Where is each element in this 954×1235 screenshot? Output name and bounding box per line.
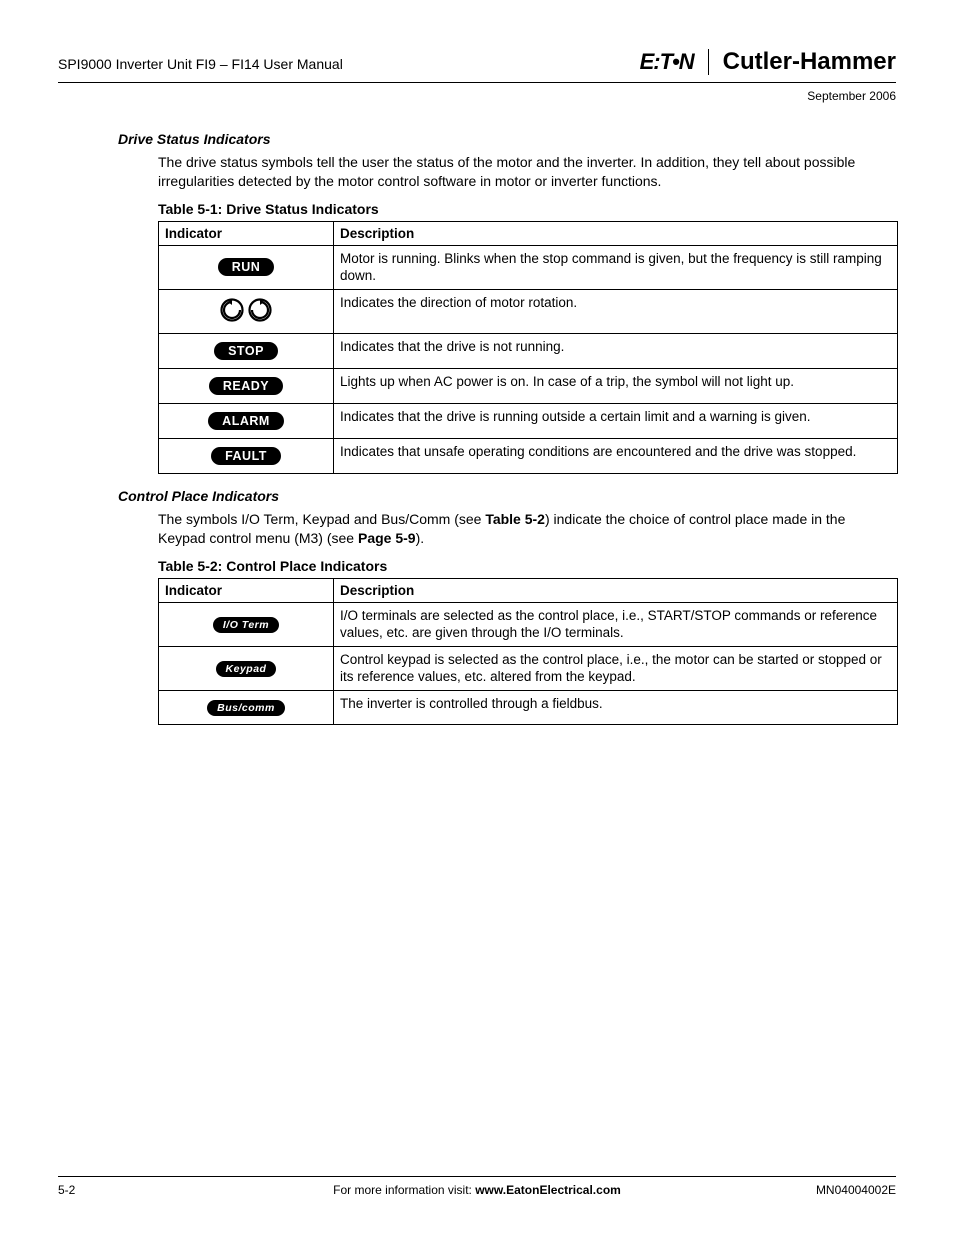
desc-alarm: Indicates that the drive is running outs… xyxy=(334,403,898,438)
intro-pre: The symbols I/O Term, Keypad and Bus/Com… xyxy=(158,511,485,527)
desc-rotation: Indicates the direction of motor rotatio… xyxy=(334,289,898,333)
rotation-icons xyxy=(220,298,272,322)
page-footer: 5-2 For more information visit: www.Eato… xyxy=(58,1176,896,1197)
table-drive-status: Indicator Description RUN Motor is runni… xyxy=(158,221,898,474)
section1-heading: Drive Status Indicators xyxy=(118,131,896,147)
footer-url: www.EatonElectrical.com xyxy=(475,1183,621,1197)
table2-caption: Table 5-2: Control Place Indicators xyxy=(158,558,896,574)
th-description: Description xyxy=(334,221,898,245)
indicator-alarm: ALARM xyxy=(159,403,334,438)
indicator-fault: FAULT xyxy=(159,438,334,473)
rotate-ccw-icon xyxy=(220,298,244,322)
desc-bus-comm: The inverter is controlled through a fie… xyxy=(334,690,898,724)
page-header: SPI9000 Inverter Unit FI9 – FI14 User Ma… xyxy=(58,48,896,83)
th-indicator: Indicator xyxy=(159,578,334,602)
stop-pill-icon: STOP xyxy=(214,342,278,360)
table-row: Keypad Control keypad is selected as the… xyxy=(159,646,898,690)
desc-io-term: I/O terminals are selected as the contro… xyxy=(334,602,898,646)
run-pill-icon: RUN xyxy=(218,258,275,276)
indicator-io-term: I/O Term xyxy=(159,602,334,646)
section2-heading: Control Place Indicators xyxy=(118,488,896,504)
intro-post: ). xyxy=(416,530,425,546)
fault-pill-icon: FAULT xyxy=(211,447,281,465)
footer-center-pre: For more information visit: xyxy=(333,1183,475,1197)
table-row: Bus/comm The inverter is controlled thro… xyxy=(159,690,898,724)
brand-name: Cutler-Hammer xyxy=(723,48,896,76)
th-description: Description xyxy=(334,578,898,602)
desc-ready: Lights up when AC power is on. In case o… xyxy=(334,368,898,403)
desc-stop: Indicates that the drive is not running. xyxy=(334,333,898,368)
footer-center: For more information visit: www.EatonEle… xyxy=(168,1183,786,1197)
table-row: FAULT Indicates that unsafe operating co… xyxy=(159,438,898,473)
table-control-place: Indicator Description I/O Term I/O termi… xyxy=(158,578,898,725)
table-row: READY Lights up when AC power is on. In … xyxy=(159,368,898,403)
indicator-bus-comm: Bus/comm xyxy=(159,690,334,724)
eaton-logo: E:T•N xyxy=(640,49,694,75)
table-header-row: Indicator Description xyxy=(159,221,898,245)
keypad-pill-icon: Keypad xyxy=(216,661,277,677)
ref-table-5-2: Table 5-2 xyxy=(485,511,545,527)
alarm-pill-icon: ALARM xyxy=(208,412,284,430)
th-indicator: Indicator xyxy=(159,221,334,245)
io-term-pill-icon: I/O Term xyxy=(213,617,279,633)
section2-intro: The symbols I/O Term, Keypad and Bus/Com… xyxy=(158,510,896,548)
indicator-keypad: Keypad xyxy=(159,646,334,690)
doc-title: SPI9000 Inverter Unit FI9 – FI14 User Ma… xyxy=(58,56,343,72)
table-row: ALARM Indicates that the drive is runnin… xyxy=(159,403,898,438)
desc-keypad: Control keypad is selected as the contro… xyxy=(334,646,898,690)
desc-fault: Indicates that unsafe operating conditio… xyxy=(334,438,898,473)
ready-pill-icon: READY xyxy=(209,377,283,395)
indicator-run: RUN xyxy=(159,245,334,289)
section1-intro: The drive status symbols tell the user t… xyxy=(158,153,896,191)
table-row: RUN Motor is running. Blinks when the st… xyxy=(159,245,898,289)
table-row: STOP Indicates that the drive is not run… xyxy=(159,333,898,368)
date-line: September 2006 xyxy=(58,89,896,103)
table1-caption: Table 5-1: Drive Status Indicators xyxy=(158,201,896,217)
brand-wrap: E:T•N Cutler-Hammer xyxy=(640,48,896,76)
table-header-row: Indicator Description xyxy=(159,578,898,602)
table-row: I/O Term I/O terminals are selected as t… xyxy=(159,602,898,646)
doc-code: MN04004002E xyxy=(786,1183,896,1197)
table-row: Indicates the direction of motor rotatio… xyxy=(159,289,898,333)
desc-run: Motor is running. Blinks when the stop c… xyxy=(334,245,898,289)
page-number: 5-2 xyxy=(58,1183,168,1197)
indicator-stop: STOP xyxy=(159,333,334,368)
rotate-cw-icon xyxy=(248,298,272,322)
brand-separator xyxy=(708,49,709,75)
bus-comm-pill-icon: Bus/comm xyxy=(207,700,285,716)
ref-page-5-9: Page 5-9 xyxy=(358,530,416,546)
indicator-rotation xyxy=(159,289,334,333)
indicator-ready: READY xyxy=(159,368,334,403)
